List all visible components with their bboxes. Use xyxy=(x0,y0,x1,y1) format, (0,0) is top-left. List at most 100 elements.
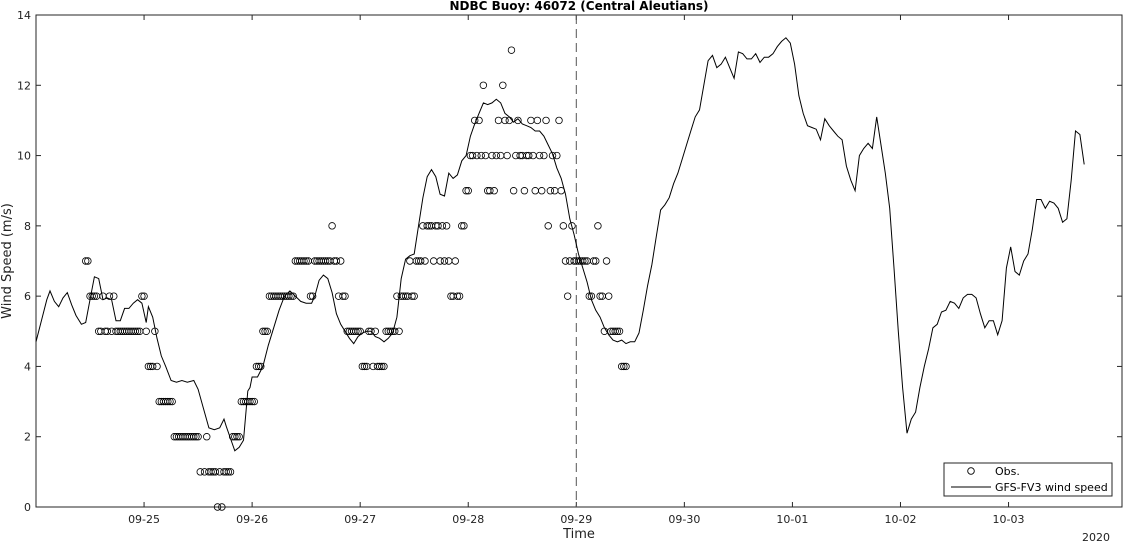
obs-point xyxy=(250,397,258,406)
obs-point xyxy=(496,151,505,160)
obs-point xyxy=(252,362,261,371)
x-axis-ticks: 09-25 09-26 09-27 09-28 09-29 09-30 10-01 10-02… xyxy=(128,15,1025,526)
chart-title: NDBC Buoy: 46072 (Central Aleutians) xyxy=(449,0,708,13)
y-tick-label: 10 xyxy=(17,150,31,163)
obs-point xyxy=(473,151,481,160)
obs-point xyxy=(499,81,507,89)
x-tick-label: 10-02 xyxy=(884,513,916,526)
legend-obs-marker xyxy=(967,467,975,475)
obs-point xyxy=(306,292,315,300)
obs-point xyxy=(535,151,544,160)
y-tick-label: 8 xyxy=(24,220,31,233)
legend-model-label: GFS-FV3 wind speed xyxy=(995,481,1108,494)
obs-point xyxy=(360,362,369,371)
obs-point xyxy=(84,257,92,265)
obs-point xyxy=(378,362,386,371)
x-tick-label: 10-01 xyxy=(776,513,808,526)
obs-point xyxy=(486,187,494,195)
obs-point xyxy=(308,292,317,300)
obs-point xyxy=(479,81,488,89)
obs-point xyxy=(440,257,449,265)
obs-point xyxy=(544,222,552,230)
series-gfs-fv3-line xyxy=(35,37,1085,452)
obs-point xyxy=(501,116,509,125)
obs-point xyxy=(455,292,464,300)
obs-point xyxy=(213,503,222,511)
x-tick-label: 09-29 xyxy=(560,513,592,526)
y-tick-label: 14 xyxy=(17,9,31,22)
obs-point xyxy=(138,292,146,300)
obs-point xyxy=(164,397,172,406)
obs-point xyxy=(553,151,561,160)
obs-point xyxy=(352,327,360,335)
x-tick-label: 09-28 xyxy=(452,513,484,526)
obs-point xyxy=(300,257,308,265)
obs-point xyxy=(406,257,414,265)
y-tick-label: 6 xyxy=(24,290,31,303)
obs-point xyxy=(254,362,263,371)
y-tick-label: 12 xyxy=(17,79,31,92)
series-obs xyxy=(82,46,630,511)
obs-point xyxy=(615,327,624,335)
obs-point xyxy=(339,292,347,300)
obs-point xyxy=(548,151,557,160)
obs-point xyxy=(412,257,421,265)
obs-point xyxy=(481,151,490,160)
y-tick-label: 4 xyxy=(24,360,31,373)
obs-point xyxy=(490,187,498,195)
obs-point xyxy=(503,151,511,160)
obs-point xyxy=(611,327,619,335)
obs-point xyxy=(602,257,611,265)
obs-point xyxy=(462,187,470,195)
obs-point xyxy=(408,292,416,300)
y-axis-label: Wind Speed (m/s) xyxy=(0,203,15,319)
obs-point xyxy=(261,327,269,335)
obs-point xyxy=(416,257,425,265)
obs-point xyxy=(289,292,297,300)
obs-point xyxy=(371,327,380,335)
obs-point xyxy=(594,222,602,230)
obs-point xyxy=(380,362,388,371)
obs-point xyxy=(429,257,438,265)
obs-point xyxy=(248,397,256,406)
legend: Obs. GFS-FV3 wind speed xyxy=(943,462,1113,497)
obs-point xyxy=(263,327,271,335)
obs-point xyxy=(110,292,118,300)
obs-point xyxy=(563,292,572,300)
obs-point xyxy=(105,292,114,300)
obs-point xyxy=(460,222,468,230)
legend-box xyxy=(943,462,1113,497)
x-tick-label: 09-27 xyxy=(344,513,376,526)
obs-point xyxy=(468,151,477,160)
obs-point xyxy=(613,327,622,335)
obs-point xyxy=(436,257,444,265)
obs-point xyxy=(153,362,161,371)
obs-point xyxy=(302,257,310,265)
obs-point xyxy=(140,292,148,300)
obs-point xyxy=(592,257,600,265)
obs-point xyxy=(546,187,555,195)
obs-point xyxy=(226,468,235,476)
obs-point xyxy=(194,433,202,441)
y-tick-label: 0 xyxy=(24,501,31,514)
obs-point xyxy=(222,468,230,476)
obs-point xyxy=(581,257,589,265)
obs-point xyxy=(103,327,112,335)
obs-point xyxy=(233,433,241,441)
obs-point xyxy=(207,468,215,476)
obs-point xyxy=(620,362,628,371)
obs-point xyxy=(88,292,96,300)
obs-point xyxy=(235,433,243,441)
obs-point xyxy=(520,187,529,195)
obs-point xyxy=(509,187,518,195)
obs-point xyxy=(555,116,563,125)
obs-point xyxy=(494,116,503,125)
obs-point xyxy=(531,187,539,195)
obs-point xyxy=(287,292,295,300)
obs-point xyxy=(133,327,142,335)
obs-point xyxy=(527,116,535,125)
obs-point xyxy=(196,468,204,476)
obs-point xyxy=(507,46,516,54)
obs-point xyxy=(328,222,336,230)
obs-point xyxy=(442,222,451,230)
